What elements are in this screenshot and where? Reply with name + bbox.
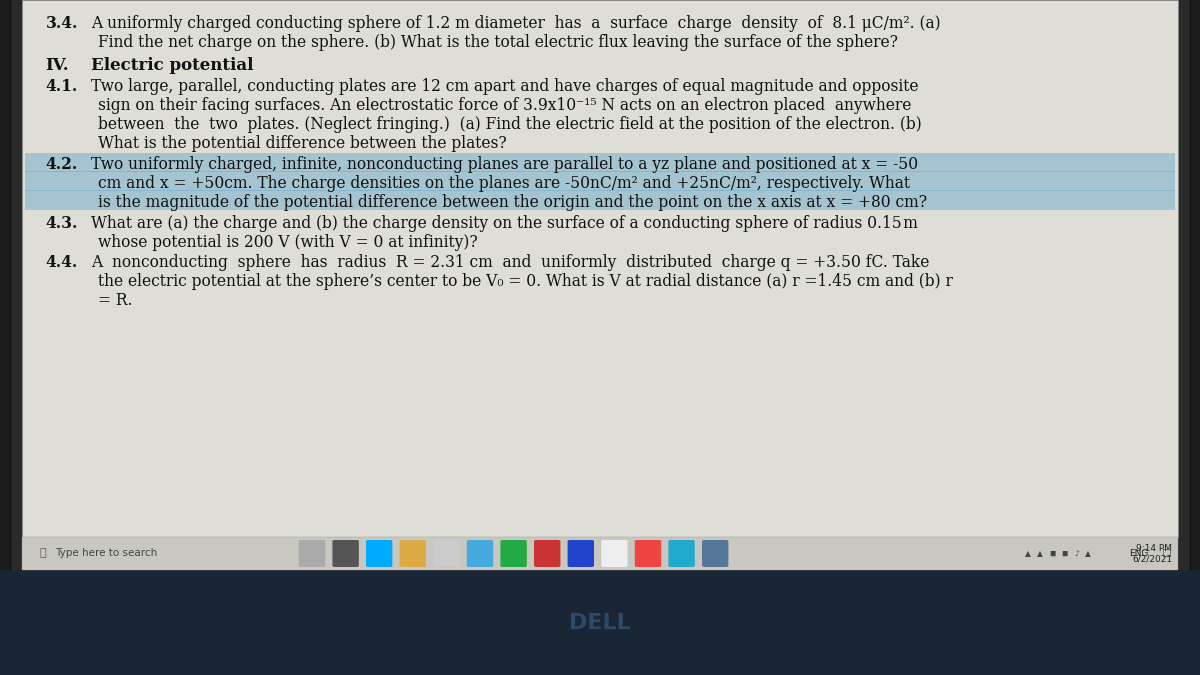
Text: ◼: ◼ bbox=[1061, 549, 1068, 558]
FancyBboxPatch shape bbox=[635, 540, 661, 567]
Text: What are (a) the charge and (b) the charge density on the surface of a conductin: What are (a) the charge and (b) the char… bbox=[91, 215, 918, 232]
Text: Find the net charge on the sphere. (b) What is the total electric flux leaving t: Find the net charge on the sphere. (b) W… bbox=[98, 34, 899, 51]
Text: 9:14 PM: 9:14 PM bbox=[1136, 544, 1172, 554]
FancyBboxPatch shape bbox=[25, 153, 1175, 172]
FancyBboxPatch shape bbox=[400, 540, 426, 567]
Text: ENG: ENG bbox=[1129, 549, 1148, 558]
Text: 4.3.: 4.3. bbox=[46, 215, 78, 232]
FancyBboxPatch shape bbox=[467, 540, 493, 567]
Text: A  nonconducting  sphere  has  radius  R = 2.31 cm  and  uniformly  distributed : A nonconducting sphere has radius R = 2.… bbox=[91, 254, 930, 271]
Text: ▲: ▲ bbox=[1086, 549, 1091, 558]
Text: What is the potential difference between the plates?: What is the potential difference between… bbox=[98, 135, 508, 152]
Text: sign on their facing surfaces. An electrostatic force of 3.9x10⁻¹⁵ N acts on an : sign on their facing surfaces. An electr… bbox=[98, 97, 912, 114]
FancyBboxPatch shape bbox=[25, 171, 1175, 191]
Text: Electric potential: Electric potential bbox=[91, 57, 253, 74]
Text: Two large, parallel, conducting plates are 12 cm apart and have charges of equal: Two large, parallel, conducting plates a… bbox=[91, 78, 919, 95]
Text: ♪: ♪ bbox=[1074, 549, 1079, 558]
Text: IV.: IV. bbox=[46, 57, 70, 74]
Text: the electric potential at the sphere’s center to be V₀ = 0. What is V at radial : the electric potential at the sphere’s c… bbox=[98, 273, 953, 290]
Text: 6/2/2021: 6/2/2021 bbox=[1133, 554, 1172, 564]
FancyBboxPatch shape bbox=[10, 0, 1190, 577]
FancyBboxPatch shape bbox=[299, 540, 325, 567]
Text: 4.1.: 4.1. bbox=[46, 78, 78, 95]
Text: A uniformly charged conducting sphere of 1.2 m diameter  has  a  surface  charge: A uniformly charged conducting sphere of… bbox=[91, 15, 941, 32]
Text: ⌕: ⌕ bbox=[40, 549, 47, 558]
Text: ☐: ☐ bbox=[1162, 549, 1171, 558]
Text: Two uniformly charged, infinite, nonconducting planes are parallel to a yz plane: Two uniformly charged, infinite, noncond… bbox=[91, 156, 918, 173]
FancyBboxPatch shape bbox=[601, 540, 628, 567]
Text: between  the  two  plates. (Neglect fringing.)  (a) Find the electric field at t: between the two plates. (Neglect fringin… bbox=[98, 116, 922, 133]
FancyBboxPatch shape bbox=[568, 540, 594, 567]
Text: = R.: = R. bbox=[98, 292, 133, 309]
Text: ▲: ▲ bbox=[1026, 549, 1031, 558]
FancyBboxPatch shape bbox=[22, 537, 1178, 570]
FancyBboxPatch shape bbox=[22, 0, 1178, 537]
Text: ▲: ▲ bbox=[1038, 549, 1043, 558]
Text: Type here to search: Type here to search bbox=[55, 549, 157, 558]
Text: cm and x = +50cm. The charge densities on the planes are -50nC/m² and +25nC/m², : cm and x = +50cm. The charge densities o… bbox=[98, 175, 911, 192]
FancyBboxPatch shape bbox=[668, 540, 695, 567]
Text: DELL: DELL bbox=[569, 613, 631, 632]
FancyBboxPatch shape bbox=[366, 540, 392, 567]
FancyBboxPatch shape bbox=[332, 540, 359, 567]
Text: is the magnitude of the potential difference between the origin and the point on: is the magnitude of the potential differ… bbox=[98, 194, 928, 211]
Text: ◼: ◼ bbox=[1049, 549, 1056, 558]
FancyBboxPatch shape bbox=[0, 570, 1200, 675]
FancyBboxPatch shape bbox=[500, 540, 527, 567]
Text: 3.4.: 3.4. bbox=[46, 15, 78, 32]
FancyBboxPatch shape bbox=[534, 540, 560, 567]
Text: 4.4.: 4.4. bbox=[46, 254, 78, 271]
FancyBboxPatch shape bbox=[702, 540, 728, 567]
Text: whose potential is 200 V (with V = 0 at infinity)?: whose potential is 200 V (with V = 0 at … bbox=[98, 234, 478, 250]
Text: 4.2.: 4.2. bbox=[46, 156, 78, 173]
FancyBboxPatch shape bbox=[433, 540, 460, 567]
FancyBboxPatch shape bbox=[25, 190, 1175, 210]
